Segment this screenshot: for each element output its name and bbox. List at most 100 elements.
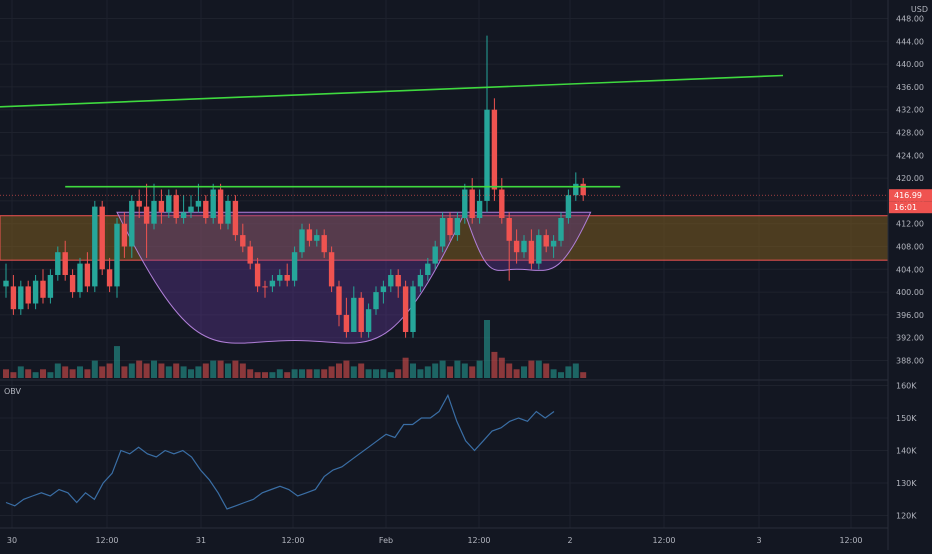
candle-body: [225, 200, 231, 224]
candle: [232, 195, 239, 241]
candle-body: [291, 252, 298, 281]
candle-body: [284, 275, 290, 281]
candle-body: [188, 206, 194, 213]
time-tick-label: 12:00: [281, 536, 304, 545]
volume-bar: [239, 363, 246, 378]
candle: [114, 218, 120, 298]
volume-bar: [202, 363, 209, 378]
volume-bar: [432, 363, 439, 378]
obv-pane: [5, 393, 555, 510]
time-tick-label: 30: [7, 536, 17, 545]
candle-body: [210, 189, 216, 218]
price-tick-label: 392.00: [896, 334, 924, 343]
candle-body: [528, 240, 535, 264]
time-tick-label: 2: [567, 536, 572, 545]
volume-bar: [461, 363, 468, 378]
price-tick-label: 408.00: [896, 243, 924, 252]
volume-bar: [513, 369, 520, 378]
candle: [173, 189, 179, 224]
candle-body: [62, 252, 68, 275]
volume-bar: [151, 360, 157, 378]
candle-body: [247, 246, 253, 264]
volume-bar: [188, 369, 194, 378]
candle-body: [447, 218, 453, 236]
obv-tick-label: 140K: [896, 447, 917, 456]
grid-lines: [0, 0, 888, 528]
volume-bar: [373, 369, 379, 378]
candle: [550, 235, 557, 258]
volume-bar: [17, 366, 24, 378]
candle: [351, 286, 357, 332]
last-price-badge: [889, 189, 932, 202]
cup-pattern: [116, 211, 592, 344]
candle: [558, 212, 564, 247]
volume-bar: [572, 363, 579, 378]
candle-body: [114, 223, 120, 287]
candle: [306, 223, 313, 247]
obv-tick-label: 120K: [896, 512, 917, 521]
candle: [188, 195, 194, 218]
volume-bar: [299, 369, 305, 378]
candle: [47, 269, 54, 304]
candle: [476, 189, 483, 224]
candle-body: [173, 195, 179, 218]
candle: [314, 229, 320, 247]
candle: [262, 280, 268, 298]
candle: [439, 212, 446, 253]
candle-body: [180, 212, 187, 218]
obv-tick-label: 130K: [896, 479, 917, 488]
price-tick-label: 428.00: [896, 129, 924, 138]
candle: [69, 269, 76, 298]
candle: [499, 178, 505, 224]
candle: [321, 229, 327, 258]
candle-body: [25, 286, 31, 304]
candle-body: [129, 200, 135, 247]
candle-body: [232, 200, 239, 236]
candle-body: [99, 206, 105, 270]
candle-body: [580, 183, 586, 196]
price-tick-label: 400.00: [896, 288, 924, 297]
candle: [336, 280, 342, 327]
obv-tick-label: 150K: [896, 414, 917, 423]
volume-bar: [402, 357, 409, 378]
candle-body: [565, 195, 572, 218]
candle-body: [462, 189, 468, 218]
candle-body: [343, 314, 350, 332]
time-tick-label: 3: [756, 536, 761, 545]
candle: [129, 195, 135, 258]
candle: [210, 183, 216, 224]
candle-body: [10, 286, 17, 310]
candle-body: [277, 275, 283, 281]
volume-bar: [165, 366, 172, 378]
obv-indicator-label[interactable]: OBV: [4, 387, 22, 396]
candle: [484, 35, 490, 213]
candle-body: [151, 200, 157, 224]
candle-body: [365, 309, 372, 332]
candle: [106, 257, 113, 293]
price-tick-label: 404.00: [896, 265, 924, 274]
volume-bar: [521, 366, 527, 378]
volume-bar: [350, 366, 357, 378]
candle: [432, 240, 438, 270]
volume-bar: [54, 363, 61, 378]
volume-bar: [136, 360, 143, 378]
volume-bar: [114, 346, 120, 378]
candle-body: [92, 206, 98, 287]
candle-body: [521, 240, 527, 253]
countdown-badge: [889, 201, 932, 214]
candle-body: [358, 297, 364, 332]
candle: [565, 189, 572, 224]
candle: [447, 212, 453, 241]
candle: [343, 297, 350, 338]
price-tick-label: 432.00: [896, 106, 924, 115]
candle: [365, 303, 372, 338]
candle-body: [499, 189, 505, 218]
candle-body: [432, 246, 438, 264]
volume-bar: [69, 369, 76, 378]
volume-bar: [343, 360, 350, 378]
candle: [513, 229, 520, 264]
candle-body: [55, 252, 61, 275]
candle-body: [425, 263, 431, 275]
candle-body: [476, 200, 483, 218]
